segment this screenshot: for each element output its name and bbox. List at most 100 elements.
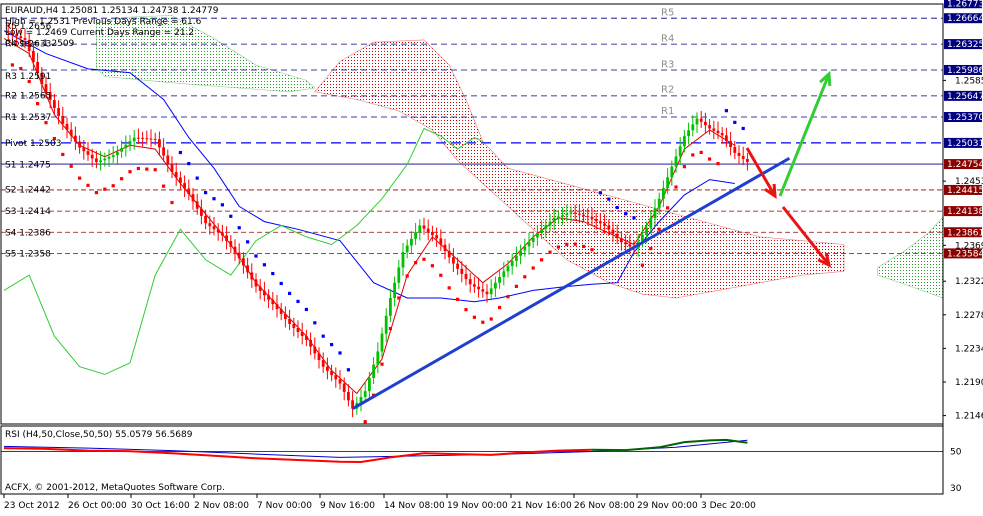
- candle-body: [481, 289, 485, 292]
- price-tag-label-7: 1.24415: [947, 186, 983, 196]
- price-tag-label-4: 1.25370: [947, 113, 983, 123]
- candle-body: [57, 108, 60, 116]
- candle-body: [204, 215, 207, 224]
- sar-dot: [279, 281, 283, 286]
- info-line-low: Low = 1.2469 Current Days Range = 21.2: [5, 28, 194, 38]
- candle-body: [418, 225, 422, 233]
- price-tag-label-10: 1.23584: [947, 249, 983, 259]
- candle-body: [662, 188, 665, 199]
- level-name-0: R5: [661, 8, 674, 19]
- y-tick-label-2: 1.23690: [955, 241, 983, 251]
- candle-body: [678, 146, 682, 157]
- candle-body: [271, 299, 275, 305]
- candle-body: [603, 223, 606, 226]
- arrow-down-long-shaft: [781, 206, 831, 266]
- candle-body: [624, 242, 627, 245]
- price-tag-8: [944, 206, 982, 217]
- sar-dot: [111, 184, 115, 188]
- sar-dot: [304, 307, 308, 312]
- price-tag-label-0: 1.26664: [947, 14, 983, 24]
- x-tick-label-3: 2 Nov 08:00: [194, 501, 249, 511]
- candle-body: [153, 138, 157, 140]
- candle-body: [687, 130, 690, 137]
- info-block: EURAUD,H4 1.25081 1.25134 1.24738 1.2477…: [5, 6, 219, 49]
- candle-body: [174, 172, 178, 178]
- x-tick-label-5: 9 Nov 16:00: [320, 501, 375, 511]
- rsi-plot-frame: [0, 425, 944, 495]
- price-tag-label-2: 1.25986: [947, 66, 983, 76]
- sar-dot: [204, 191, 208, 195]
- candle-body: [515, 255, 518, 261]
- y-tick-label-0: 1.25850: [955, 76, 983, 86]
- sar-dot: [145, 167, 149, 171]
- level-name-1: R4: [661, 33, 674, 44]
- price-tag-label-6: 1.24754: [947, 160, 983, 170]
- candle-body: [733, 147, 737, 153]
- candle-body: [523, 246, 527, 251]
- level-name-4: R1: [661, 106, 674, 117]
- copyright-text: ACFX, © 2001-2012, MetaQuotes Software C…: [5, 483, 225, 493]
- sar-dot: [430, 264, 434, 268]
- candle-body: [338, 379, 342, 384]
- sar-dot: [439, 273, 443, 277]
- candle-body: [615, 233, 619, 239]
- sar-dot: [422, 257, 426, 261]
- candle-body: [15, 34, 18, 37]
- candle-body: [309, 340, 312, 347]
- sar-dot: [405, 274, 409, 278]
- level-name-2: R3: [661, 59, 674, 70]
- x-tick-label-10: 29 Nov 00:00: [637, 501, 698, 511]
- candle-body: [397, 267, 401, 283]
- candle-body: [162, 147, 165, 156]
- sar-dot: [10, 63, 14, 67]
- candle-body: [237, 252, 241, 259]
- rsi-axis-label-30: 30: [950, 484, 962, 494]
- candle-body: [347, 391, 350, 401]
- price-tag-label-3: 1.25647: [947, 92, 983, 102]
- sar-dot: [330, 342, 334, 347]
- sar-dot: [170, 200, 174, 205]
- sar-dot: [573, 242, 577, 246]
- candle-body: [149, 138, 153, 140]
- candle-body: [99, 160, 102, 163]
- chikou-line: [3, 127, 484, 375]
- y-tick-label-5: 1.22340: [955, 344, 983, 354]
- candle-body: [116, 151, 119, 156]
- candle-body: [90, 154, 94, 159]
- arrow-down-long-head: [817, 252, 832, 268]
- candle-body: [111, 155, 115, 157]
- sar-dot: [136, 166, 140, 171]
- candle-body: [137, 137, 140, 139]
- pivot-label-5: Pivot 1.2503: [5, 139, 61, 149]
- sar-dot: [27, 79, 31, 84]
- candle-body: [699, 118, 703, 122]
- sar-dot: [649, 247, 653, 251]
- price-tag-5: [944, 137, 982, 148]
- candle-body: [540, 229, 543, 234]
- candle-body: [128, 141, 132, 145]
- candle-body: [330, 370, 333, 376]
- sar-dot: [321, 334, 325, 338]
- candle-body: [254, 279, 258, 287]
- candle-body: [258, 286, 262, 291]
- candle-body: [195, 201, 199, 209]
- sar-dot: [607, 197, 611, 201]
- pivot-label-9: S4 1.2386: [5, 228, 51, 238]
- candle-body: [410, 238, 413, 246]
- rsi-line-green: [591, 438, 748, 452]
- sar-dot: [262, 263, 266, 267]
- sar-dot: [86, 183, 90, 187]
- candle-body: [519, 250, 522, 256]
- candle-body: [607, 225, 611, 230]
- candle-body: [510, 260, 514, 267]
- sar-dot: [691, 153, 695, 157]
- sar-dot: [153, 168, 157, 172]
- axes: 1.25850 1.24530 1.23690 1.23220 1.22780 1.223…: [3, 0, 983, 511]
- candle-body: [179, 177, 182, 184]
- candle-body: [670, 166, 674, 178]
- candle-body: [649, 218, 653, 228]
- rsi-axis-label-50: 50: [950, 448, 962, 458]
- candle-body: [27, 39, 31, 51]
- candle-body: [502, 271, 506, 277]
- candle-body: [65, 123, 69, 130]
